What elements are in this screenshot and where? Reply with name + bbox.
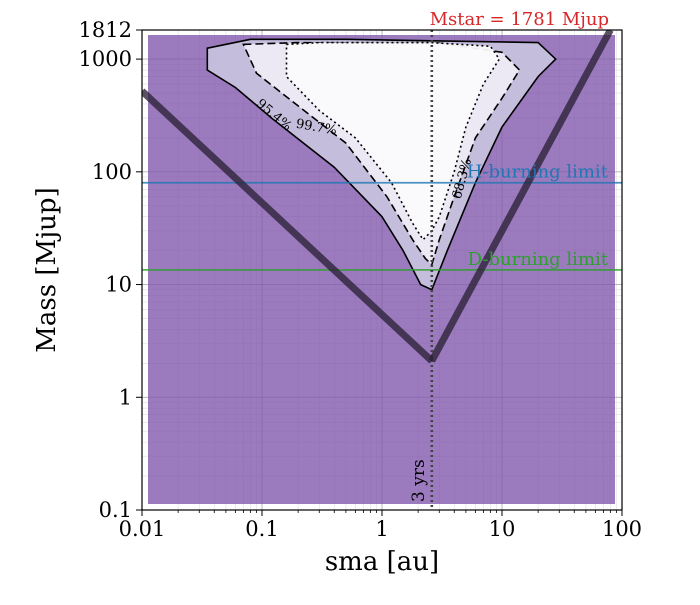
d-burning-label: D-burning limit — [468, 249, 609, 270]
y-tick-label: 10 — [105, 273, 132, 297]
x-tick-label: 0.01 — [119, 517, 166, 541]
contour-68-3pct — [285, 41, 501, 241]
contour-label: 99.7% — [295, 117, 338, 139]
star-mass-label: Mstar = 1781 Mjup — [430, 9, 609, 30]
left-bounding-line — [142, 88, 435, 364]
right-bounding-line — [428, 30, 614, 363]
y-tick-label: 1 — [119, 385, 132, 409]
x-tick-label: 0.1 — [245, 517, 278, 541]
period-label: 3 yrs — [409, 459, 429, 502]
y-tick-label: 1812 — [79, 18, 132, 42]
h-burning-label: H-burning limit — [467, 162, 609, 183]
y-tick-label: 1000 — [79, 47, 132, 71]
x-tick-label: 100 — [602, 517, 642, 541]
x-tick-label: 10 — [489, 517, 516, 541]
y-axis-label: Mass [Mjup] — [32, 187, 62, 352]
y-tick-label: 0.1 — [99, 498, 132, 522]
y-tick-label: 100 — [92, 160, 132, 184]
x-axis-label: sma [au] — [325, 547, 439, 577]
x-tick-label: 1 — [375, 517, 388, 541]
